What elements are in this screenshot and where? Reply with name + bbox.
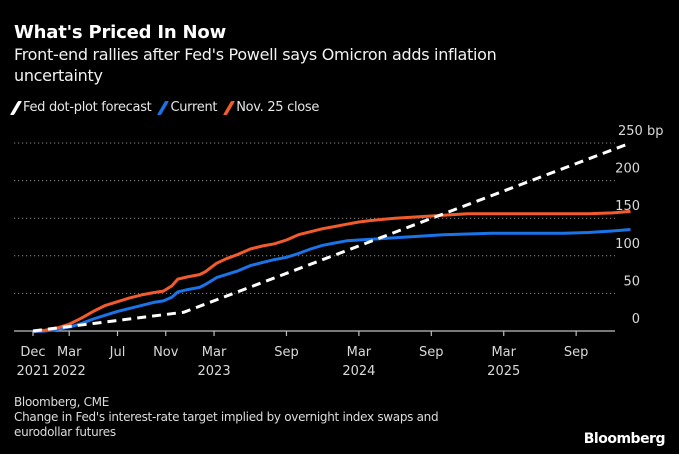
x-tick-label-6: Mar [347, 345, 372, 360]
x-tick-label-7: Sep [419, 345, 444, 360]
note-text: Change in Fed's interest-rate target imp… [14, 410, 439, 439]
x-tick-label-1: Mar [57, 345, 82, 360]
legend-label-dot-plot: Fed dot-plot forecast [23, 100, 152, 115]
bloomberg-logo: Bloomberg [583, 431, 666, 447]
chart-title: What's Priced In Now [14, 22, 227, 43]
legend: Fed dot-plot forecast Current Nov. 25 cl… [9, 100, 320, 115]
series-line-nov-25-close [32, 209, 631, 333]
legend-item-nov25: Nov. 25 close [223, 100, 320, 115]
y-tick-label-150: 150 [615, 199, 640, 214]
series-lines [32, 141, 632, 334]
series-line-current [32, 228, 631, 334]
x-tick-label-3: Nov [153, 345, 179, 360]
x-tick-label-0: Dec [20, 345, 45, 360]
y-tick-label-50: 50 [623, 274, 640, 289]
chart-subtitle: Front-end rallies after Fed's Powell say… [14, 45, 497, 85]
gridlines [14, 142, 615, 294]
source-text: Bloomberg, CME [14, 395, 110, 409]
legend-label-current: Current [170, 100, 218, 115]
y-axis-ticks: 0 50 100 150 200 250 bp [615, 124, 663, 327]
x-tick-label-4: Mar [202, 345, 227, 360]
x-tick-label-2: Jul [109, 345, 126, 360]
x-tick-year-4: 2023 [198, 364, 231, 379]
x-tick-year-8: 2025 [487, 364, 520, 379]
legend-item-current: Current [157, 100, 218, 115]
x-axis: Dec 2021 Mar 2022 Jul Nov Mar 2023 Sep Mar 2024 Sep… [14, 330, 615, 379]
y-tick-label-200: 200 [615, 162, 640, 177]
y-tick-label-100: 100 [615, 237, 640, 252]
legend-item-dot-plot: Fed dot-plot forecast [9, 100, 152, 115]
x-tick-year-0: 2021 [16, 364, 49, 379]
y-tick-label-250: 250 bp [618, 124, 663, 139]
x-tick-label-5: Sep [274, 345, 299, 360]
footer: Bloomberg, CME Change in Fed's interest-… [14, 395, 484, 440]
x-tick-year-6: 2024 [342, 364, 375, 379]
series-line-fed-dot-plot-forecast [32, 141, 632, 333]
x-tick-year-1: 2022 [53, 364, 86, 379]
y-tick-label-0: 0 [632, 312, 640, 327]
x-tick-label-9: Sep [564, 345, 589, 360]
legend-label-nov25: Nov. 25 close [236, 100, 320, 115]
x-tick-label-8: Mar [491, 345, 516, 360]
